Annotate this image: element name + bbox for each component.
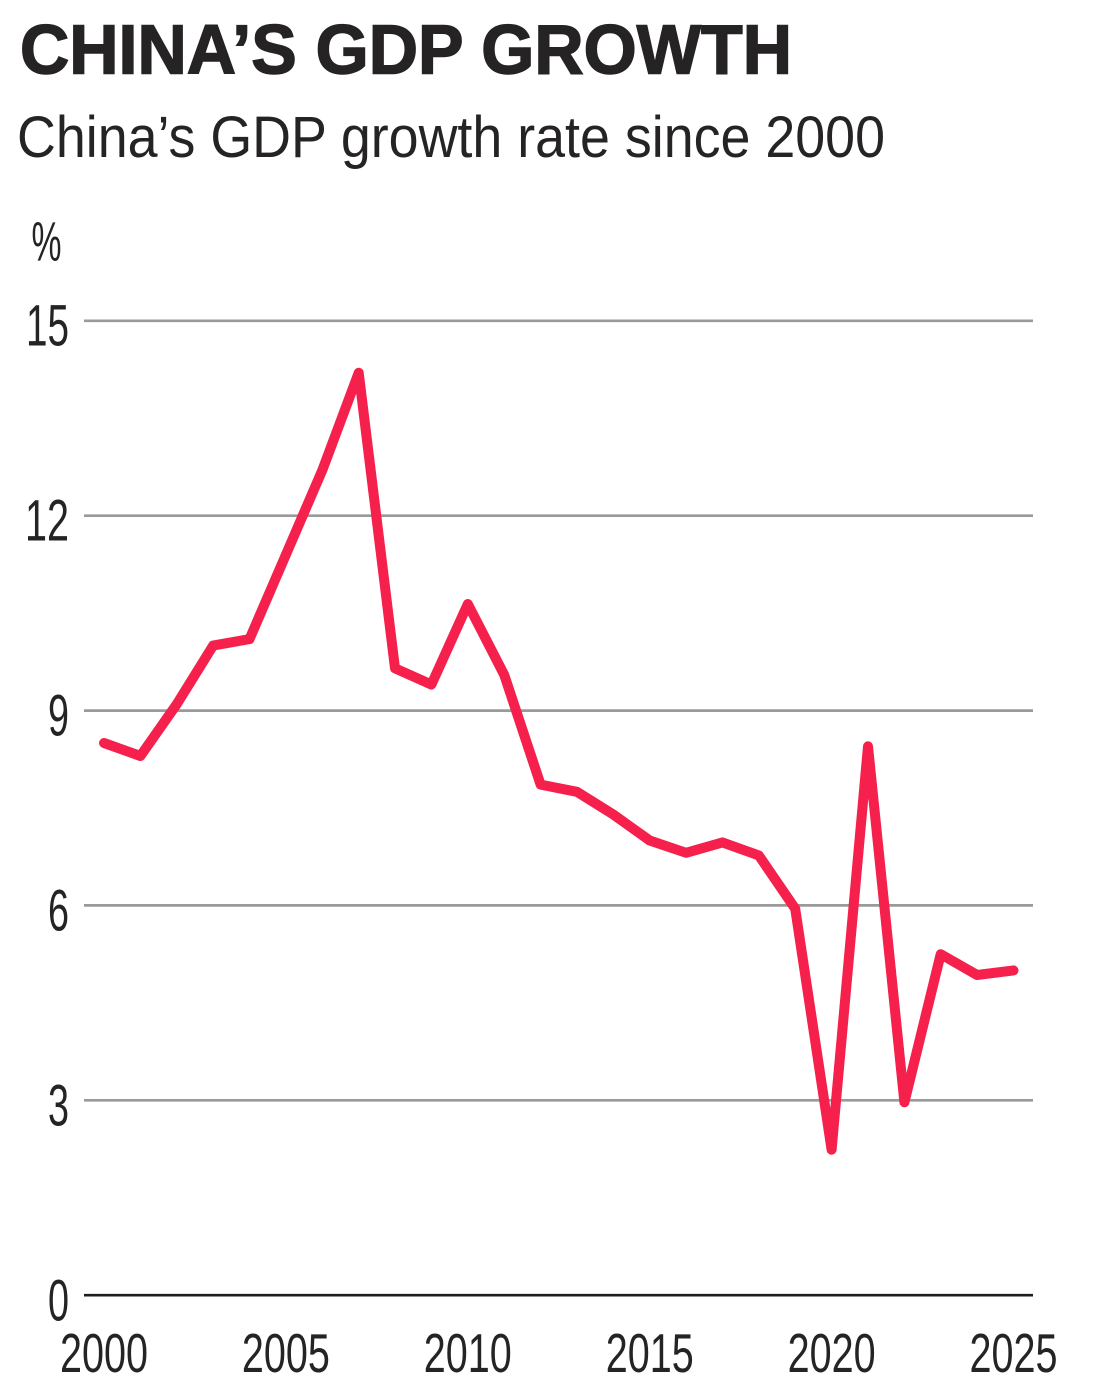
svg-text:2015: 2015 — [606, 1322, 694, 1384]
svg-text:China’s GDP growth rate since: China’s GDP growth rate since 2000 — [17, 105, 885, 170]
svg-text:3: 3 — [48, 1074, 69, 1139]
svg-text:%: % — [32, 210, 62, 273]
svg-text:2000: 2000 — [60, 1322, 148, 1384]
svg-text:CHINA’S GDP GROWTH: CHINA’S GDP GROWTH — [20, 11, 792, 89]
svg-text:9: 9 — [48, 684, 69, 749]
svg-text:12: 12 — [25, 489, 69, 554]
svg-text:2010: 2010 — [424, 1322, 512, 1384]
svg-text:2025: 2025 — [970, 1322, 1058, 1384]
svg-text:6: 6 — [48, 879, 69, 944]
svg-text:2005: 2005 — [242, 1322, 330, 1384]
svg-text:15: 15 — [26, 294, 69, 359]
svg-text:2020: 2020 — [788, 1322, 876, 1384]
svg-text:0: 0 — [48, 1269, 69, 1334]
